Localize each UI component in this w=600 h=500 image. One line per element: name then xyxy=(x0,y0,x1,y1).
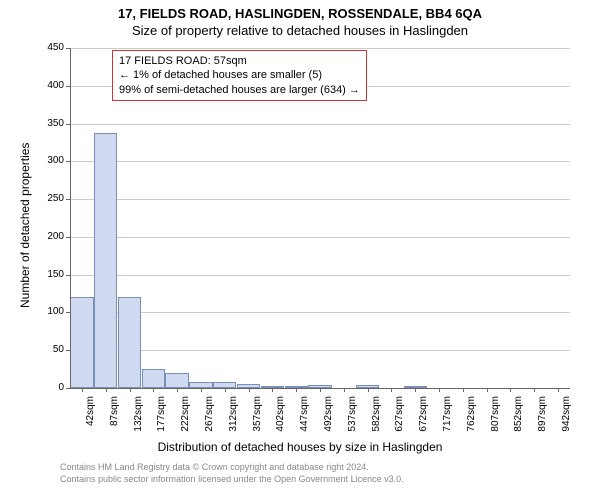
x-tick-label: 267sqm xyxy=(204,396,215,436)
y-tick-label: 450 xyxy=(34,42,64,53)
x-tick-label: 402sqm xyxy=(275,396,286,436)
gridline xyxy=(70,199,570,200)
x-tick-label: 87sqm xyxy=(109,396,120,436)
x-tick-label: 447sqm xyxy=(299,396,310,436)
gridline xyxy=(70,237,570,238)
gridline xyxy=(70,124,570,125)
y-axis-label: Number of detached properties xyxy=(18,143,32,308)
annotation-line: 99% of semi-detached houses are larger (… xyxy=(119,83,360,97)
y-tick-label: 50 xyxy=(34,344,64,355)
gridline xyxy=(70,161,570,162)
x-tick-mark xyxy=(534,388,535,392)
histogram-bar xyxy=(142,369,165,388)
y-tick-label: 350 xyxy=(34,118,64,129)
y-tick-label: 300 xyxy=(34,155,64,166)
x-tick-label: 807sqm xyxy=(490,396,501,436)
x-tick-label: 582sqm xyxy=(371,396,382,436)
annotation-line: ← 1% of detached houses are smaller (5) xyxy=(119,68,360,82)
footer-line: Contains public sector information licen… xyxy=(60,474,404,486)
x-tick-mark xyxy=(391,388,392,392)
x-tick-mark xyxy=(320,388,321,392)
footer-line: Contains HM Land Registry data © Crown c… xyxy=(60,462,404,474)
gridline xyxy=(70,350,570,351)
x-tick-mark xyxy=(153,388,154,392)
y-tick-label: 0 xyxy=(34,382,64,393)
histogram-bar xyxy=(94,133,117,388)
histogram-bar xyxy=(118,297,141,388)
x-tick-label: 672sqm xyxy=(418,396,429,436)
x-tick-mark xyxy=(106,388,107,392)
histogram-bar xyxy=(165,373,188,388)
y-tick-label: 150 xyxy=(34,269,64,280)
x-tick-mark xyxy=(82,388,83,392)
x-tick-mark xyxy=(225,388,226,392)
x-tick-label: 222sqm xyxy=(180,396,191,436)
x-tick-label: 627sqm xyxy=(394,396,405,436)
x-tick-mark xyxy=(558,388,559,392)
annotation-line: 17 FIELDS ROAD: 57sqm xyxy=(119,54,360,68)
x-tick-mark xyxy=(344,388,345,392)
x-tick-mark xyxy=(439,388,440,392)
x-tick-label: 492sqm xyxy=(323,396,334,436)
y-tick-label: 200 xyxy=(34,231,64,242)
gridline xyxy=(70,312,570,313)
x-tick-label: 897sqm xyxy=(537,396,548,436)
y-tick-label: 400 xyxy=(34,80,64,91)
x-tick-mark xyxy=(415,388,416,392)
y-tick-label: 250 xyxy=(34,193,64,204)
x-tick-label: 717sqm xyxy=(442,396,453,436)
annotation-box: 17 FIELDS ROAD: 57sqm ← 1% of detached h… xyxy=(112,50,367,101)
x-tick-mark xyxy=(296,388,297,392)
x-tick-label: 42sqm xyxy=(85,396,96,436)
histogram-bar xyxy=(70,297,93,388)
x-tick-label: 177sqm xyxy=(156,396,167,436)
x-tick-mark xyxy=(463,388,464,392)
x-tick-label: 312sqm xyxy=(228,396,239,436)
x-tick-mark xyxy=(368,388,369,392)
x-tick-mark xyxy=(130,388,131,392)
x-tick-mark xyxy=(201,388,202,392)
y-tick-label: 100 xyxy=(34,306,64,317)
gridline xyxy=(70,48,570,49)
x-tick-mark xyxy=(249,388,250,392)
x-tick-label: 357sqm xyxy=(252,396,263,436)
x-tick-label: 852sqm xyxy=(513,396,524,436)
x-tick-label: 762sqm xyxy=(466,396,477,436)
x-tick-mark xyxy=(487,388,488,392)
x-tick-label: 537sqm xyxy=(347,396,358,436)
x-axis-label: Distribution of detached houses by size … xyxy=(0,440,600,454)
y-axis xyxy=(70,48,71,388)
gridline xyxy=(70,275,570,276)
x-tick-label: 132sqm xyxy=(133,396,144,436)
x-tick-label: 942sqm xyxy=(561,396,572,436)
x-tick-mark xyxy=(272,388,273,392)
x-tick-mark xyxy=(177,388,178,392)
x-tick-mark xyxy=(510,388,511,392)
footer-attribution: Contains HM Land Registry data © Crown c… xyxy=(60,462,404,485)
